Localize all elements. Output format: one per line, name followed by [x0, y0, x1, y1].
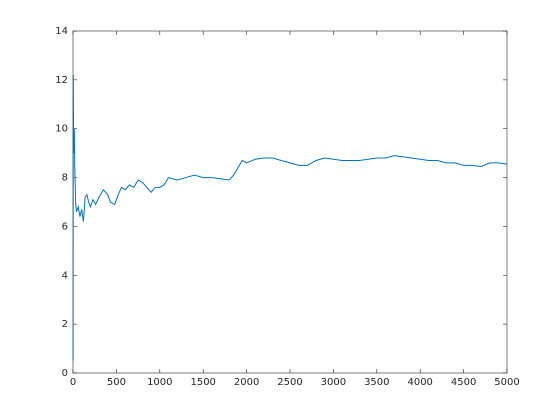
y-tick-label: 10	[55, 124, 68, 135]
x-tick-label: 500	[107, 377, 126, 388]
x-tick-label: 2500	[277, 377, 302, 388]
x-tick-label: 1000	[147, 377, 172, 388]
x-tick-label: 1500	[190, 377, 215, 388]
y-tick-label: 8	[62, 173, 68, 184]
y-tick-label: 0	[62, 368, 68, 379]
x-tick-label: 5000	[494, 377, 519, 388]
y-tick-label: 4	[62, 270, 68, 281]
x-tick-label: 4500	[451, 377, 476, 388]
plot-box	[72, 30, 508, 374]
data-line	[72, 74, 508, 361]
y-tick-label: 6	[62, 221, 68, 232]
x-tick-label: 3500	[364, 377, 389, 388]
x-tick-label: 2000	[234, 377, 259, 388]
y-tick-label: 14	[55, 26, 68, 37]
x-tick-label: 0	[70, 377, 76, 388]
y-tick-label: 2	[62, 319, 68, 330]
y-tick-label: 12	[55, 75, 68, 86]
x-tick-label: 4000	[407, 377, 432, 388]
x-tick-label: 3000	[321, 377, 346, 388]
